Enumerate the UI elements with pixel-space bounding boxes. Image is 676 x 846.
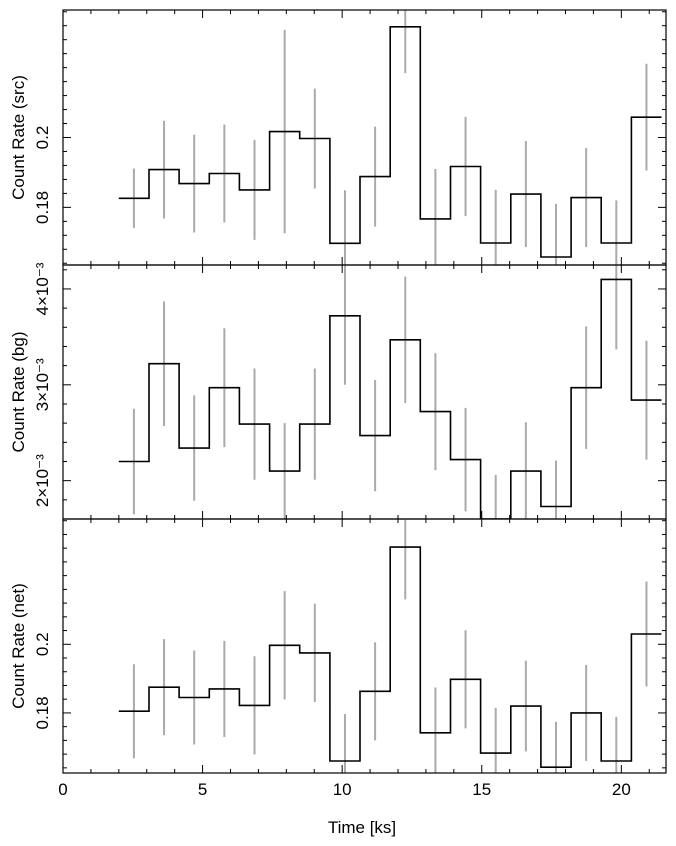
step-line-bg bbox=[118, 278, 662, 519]
y-axis-label-net: Count Rate (net) bbox=[9, 583, 28, 709]
y-tick-label: 0.18 bbox=[33, 696, 52, 729]
y-tick-label: 0.18 bbox=[33, 191, 52, 224]
data-layer-net bbox=[118, 519, 662, 773]
plot-frame-bg bbox=[62, 264, 667, 520]
data-layer-src bbox=[118, 10, 662, 265]
panel-bg: 2×10⁻³ 3×10⁻³ 4×10⁻³ Count Rate (bg) bbox=[9, 262, 667, 520]
step-line-net bbox=[118, 546, 662, 768]
y-axis-label-bg: Count Rate (bg) bbox=[9, 332, 28, 453]
x-tick-label: 10 bbox=[333, 780, 352, 799]
step-line-src bbox=[118, 26, 662, 258]
data-layer-bg bbox=[118, 265, 662, 519]
panel-src: 0.18 0.2 Count Rate (src) bbox=[9, 9, 667, 266]
x-tick-label: 5 bbox=[198, 780, 207, 799]
x-tick-label: 0 bbox=[58, 780, 67, 799]
y-tick-label: 0.2 bbox=[33, 126, 52, 150]
x-tick-label: 15 bbox=[472, 780, 491, 799]
x-axis-label: Time [ks] bbox=[328, 818, 396, 837]
y-tick-label: 0.2 bbox=[33, 632, 52, 656]
panel-net: 0.18 0.2 Count Rate (net) bbox=[9, 518, 667, 774]
y-axis-label-src: Count Rate (src) bbox=[9, 75, 28, 200]
y-tick-label: 3×10⁻³ bbox=[33, 358, 52, 411]
y-tick-label: 4×10⁻³ bbox=[33, 262, 52, 315]
x-tick-label: 20 bbox=[612, 780, 631, 799]
plot-frame-net bbox=[62, 518, 667, 774]
plot-frame-src bbox=[62, 9, 667, 266]
y-tick-label: 2×10⁻³ bbox=[33, 454, 52, 507]
